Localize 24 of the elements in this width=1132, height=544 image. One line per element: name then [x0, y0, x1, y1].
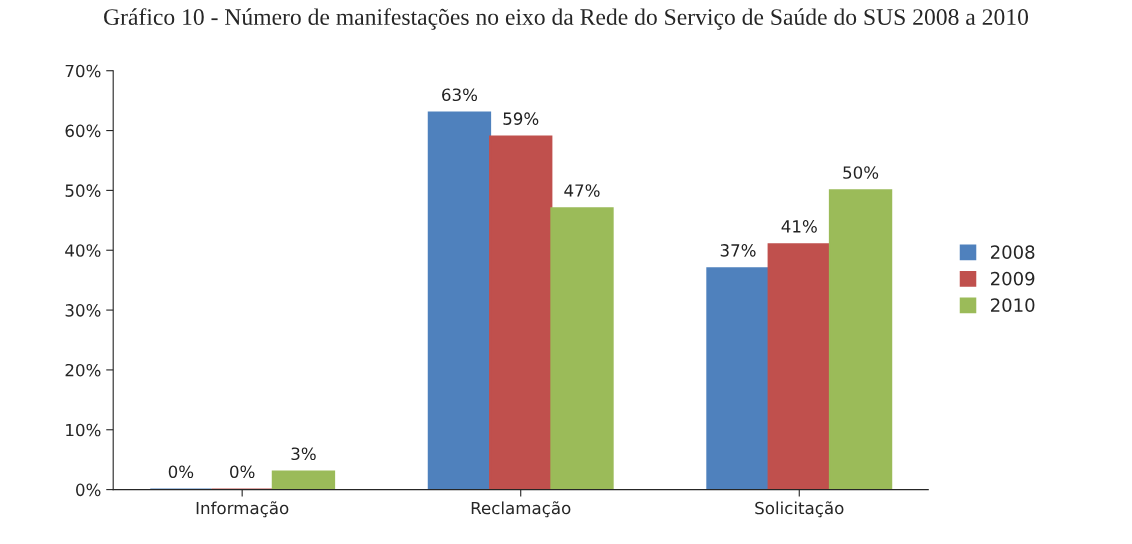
- y-tick-label: 20%: [65, 363, 101, 377]
- x-tick-label: Reclamação: [471, 501, 571, 518]
- x-tick-label: Informação: [196, 501, 289, 518]
- y-tick-label: 60%: [65, 124, 101, 138]
- data-label: 63%: [442, 88, 478, 102]
- legend-label: 2008: [991, 245, 1035, 259]
- y-tick-label: 50%: [65, 184, 101, 197]
- data-label: 3%: [291, 447, 316, 461]
- y-tick-label: 30%: [65, 304, 101, 317]
- y-tick-label: 10%: [66, 423, 101, 437]
- chart-title: Gráfico 10 - Número de manifestações no eixo da Rede do Serviço de Saúde do SUS 2008 a 2010: [104, 8, 1029, 30]
- data-label: 37%: [720, 244, 756, 257]
- data-label: 59%: [503, 112, 539, 125]
- legend-label: 2010: [991, 298, 1035, 312]
- data-label: 47%: [564, 184, 600, 197]
- y-tick-label: 70%: [65, 64, 101, 78]
- y-tick-label: 0%: [76, 483, 101, 497]
- x-tick-label: Solicitação: [755, 501, 844, 518]
- data-label: 0%: [168, 465, 194, 479]
- data-label: 0%: [230, 465, 255, 479]
- y-tick-label: 40%: [65, 244, 101, 257]
- data-label: 50%: [843, 166, 879, 179]
- legend-label: 2009: [991, 271, 1035, 286]
- data-label: 41%: [781, 220, 817, 233]
